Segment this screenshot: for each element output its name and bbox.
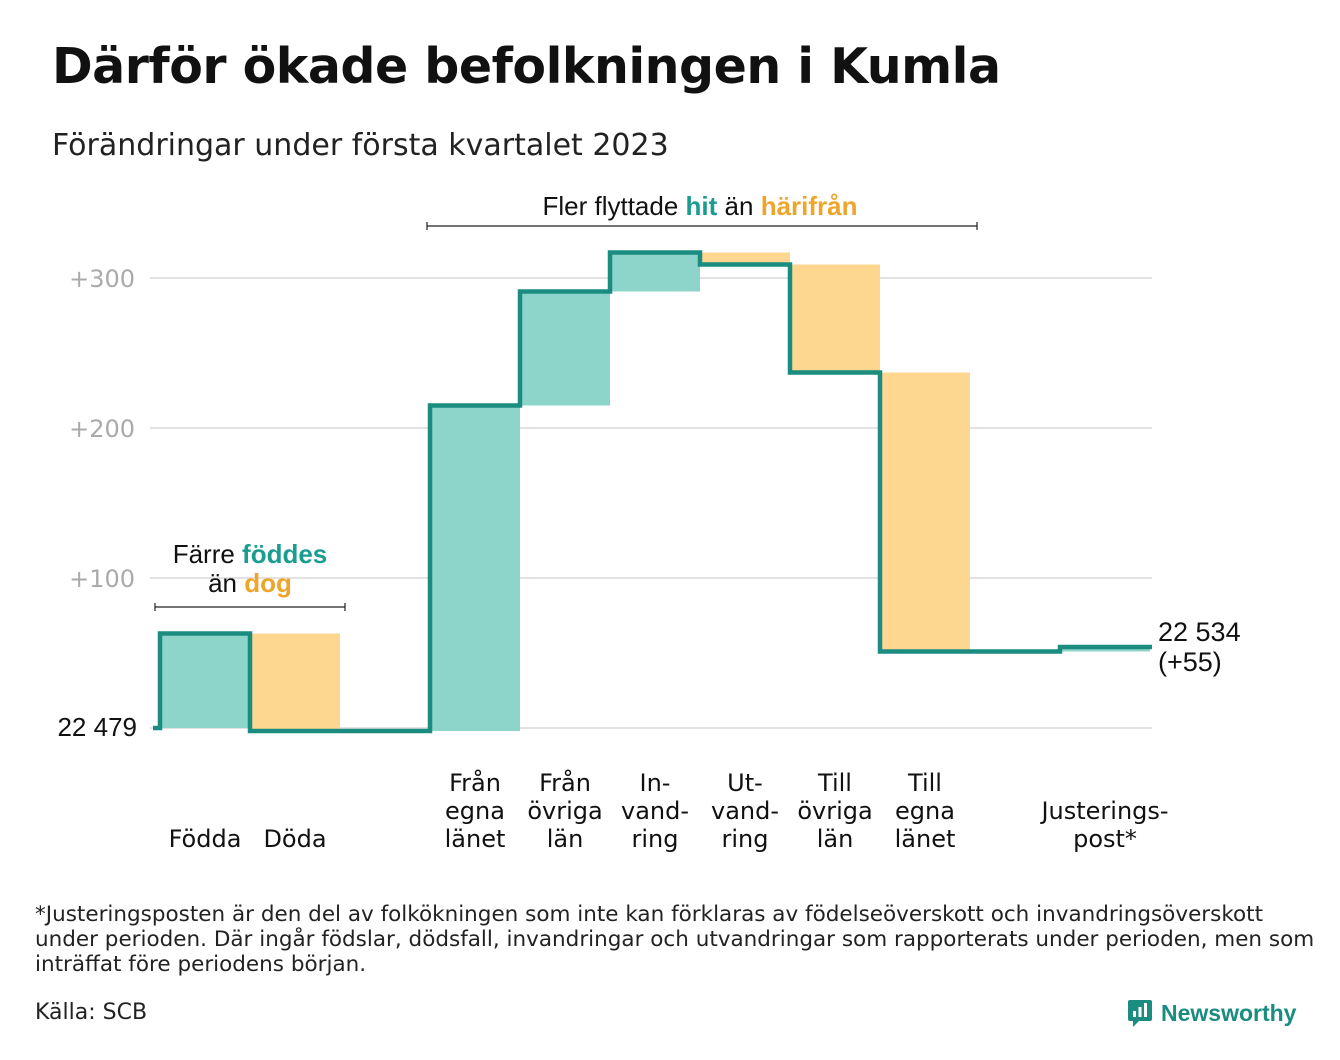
chart-subtitle: Förändringar under första kvartalet 2023 [52,128,669,163]
annotation-harifran: härifrån [761,191,858,221]
step-line [153,250,1152,734]
category-label: Från [539,768,591,797]
chart-title: Därför ökade befolkningen i Kumla [52,38,1001,95]
category-label: vand- [711,797,779,825]
category-label: Till [817,769,852,797]
category-label: egna [445,797,505,825]
category-label: post* [1073,825,1137,853]
annotation-left-line2: än dog [208,568,292,598]
y-tick-label: +300 [69,265,135,293]
y-tick-label: +100 [69,565,135,593]
category-label: län [547,825,584,853]
bar [430,405,520,731]
bar [520,291,610,406]
category-label: vand- [621,797,689,825]
category-label: Ut- [727,769,763,797]
end-value-label: 22 534 [1158,617,1241,647]
annotation-top: Fler flyttade hit än härifrån [542,191,857,221]
category-label: Från [449,768,501,797]
labels: Födda DödaFrånegnalänetFrånövrigalänIn-va… [57,617,1240,853]
category-label: ring [722,825,769,853]
bar [700,252,790,265]
newsworthy-logo-text: Newsworthy [1161,999,1297,1026]
start-value-label: 22 479 [57,712,137,742]
bar [250,633,340,731]
footnote: *Justeringsposten är den del av folkökni… [35,902,1315,977]
category-label: län [817,825,854,853]
annotation-dog: dog [244,568,292,598]
bar [610,252,700,292]
category-label: Döda [263,825,326,853]
category-label: Till [907,769,942,797]
bar [790,264,880,373]
waterfall-chart: +300+200+100 Födda DödaFrånegnalänetFrånö… [57,191,1240,853]
category-label: övriga [797,797,872,825]
category-label: In- [640,769,671,797]
annotation-foddes: föddes [242,539,327,569]
newsworthy-logo-icon [1128,1000,1152,1027]
category-label: länet [445,825,506,853]
category-label: ring [632,825,679,853]
category-label: egna [895,797,955,825]
newsworthy-logo: Newsworthy [1127,998,1296,1028]
y-tick-label: +200 [69,415,135,443]
category-label: länet [895,825,956,853]
bar [880,372,970,652]
annotation-left-line1: Färre föddes [173,539,328,569]
annotation-hit: hit [686,191,718,221]
category-label: Justerings- [1039,797,1168,825]
category-label: Födda [169,825,242,853]
end-value-label: (+55) [1158,647,1222,677]
cumulative-step-line [153,250,1152,734]
source: Källa: SCB [35,1000,148,1025]
category-label: övriga [527,797,602,825]
bar [160,633,250,728]
bars [160,252,1150,731]
